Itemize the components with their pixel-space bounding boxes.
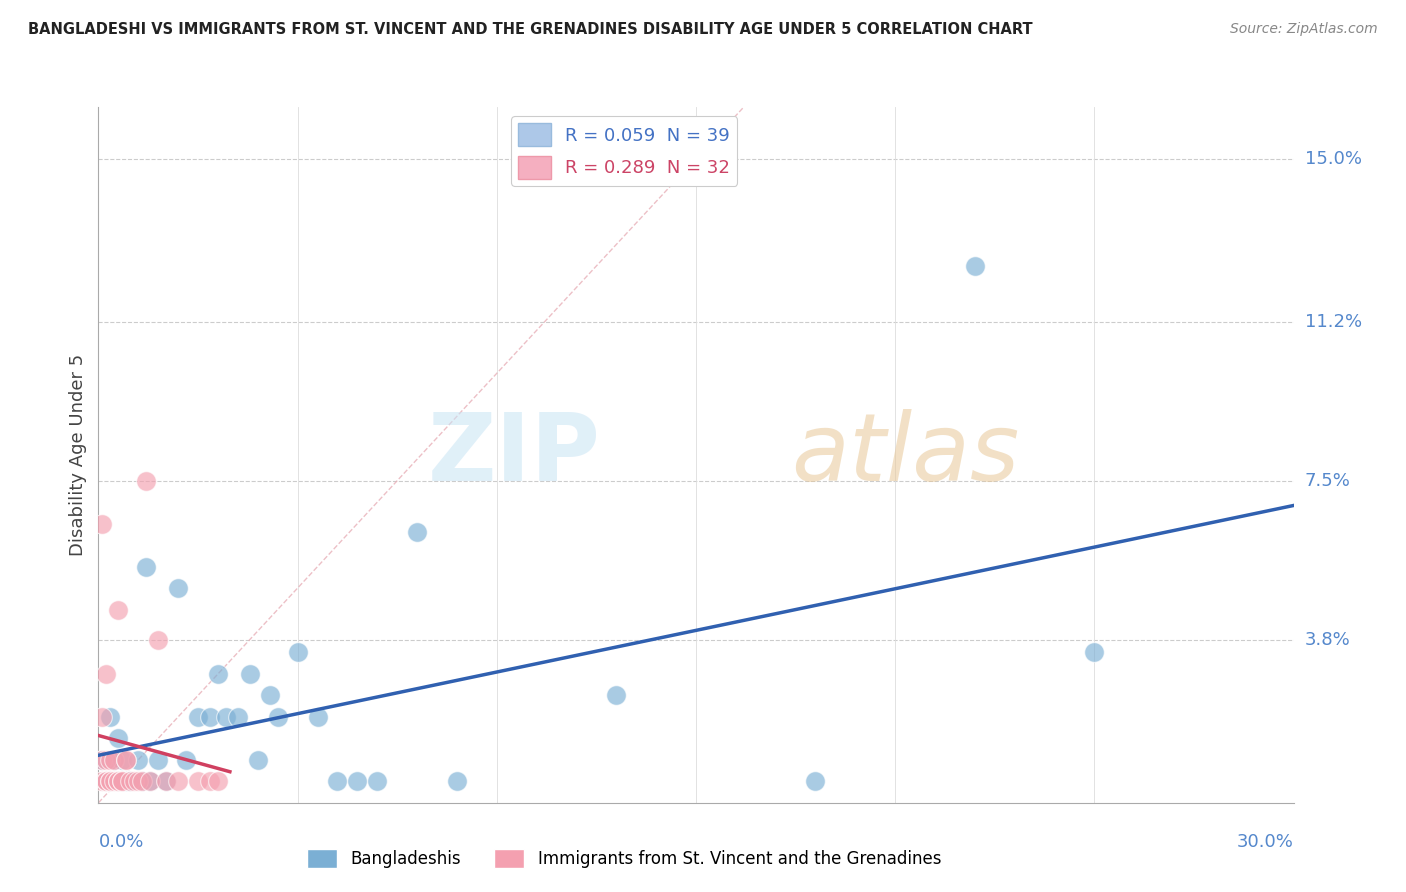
Text: atlas: atlas — [792, 409, 1019, 500]
Text: 3.8%: 3.8% — [1305, 631, 1350, 648]
Text: 7.5%: 7.5% — [1305, 472, 1351, 490]
Point — [198, 774, 221, 789]
Point — [107, 774, 129, 789]
Point — [115, 753, 138, 767]
Text: 0.0%: 0.0% — [98, 833, 143, 851]
Point — [111, 774, 134, 789]
Point — [120, 774, 142, 789]
Point — [103, 753, 125, 767]
Point — [139, 774, 162, 789]
Point — [96, 774, 118, 789]
Point — [1083, 645, 1105, 659]
Point — [804, 774, 827, 789]
Point — [91, 710, 114, 724]
Point — [148, 753, 170, 767]
Point — [107, 774, 129, 789]
Point — [107, 774, 129, 789]
Point — [115, 774, 138, 789]
Point — [91, 753, 114, 767]
Point — [155, 774, 177, 789]
Point — [326, 774, 349, 789]
Text: 11.2%: 11.2% — [1305, 313, 1362, 331]
Point — [98, 774, 122, 789]
Point — [96, 774, 118, 789]
Point — [139, 774, 162, 789]
Point — [131, 774, 153, 789]
Point — [148, 632, 170, 647]
Point — [215, 710, 238, 724]
Point — [366, 774, 388, 789]
Point — [96, 774, 118, 789]
Point — [131, 774, 153, 789]
Y-axis label: Disability Age Under 5: Disability Age Under 5 — [69, 354, 87, 556]
Text: 15.0%: 15.0% — [1305, 150, 1361, 168]
Text: ZIP: ZIP — [427, 409, 600, 501]
Text: Source: ZipAtlas.com: Source: ZipAtlas.com — [1230, 22, 1378, 37]
Point — [103, 753, 125, 767]
Point — [103, 774, 125, 789]
Point — [98, 753, 122, 767]
Point — [96, 667, 118, 681]
Point — [124, 774, 146, 789]
Point — [127, 753, 149, 767]
Point — [91, 753, 114, 767]
Point — [127, 774, 149, 789]
Point — [120, 774, 142, 789]
Point — [155, 774, 177, 789]
Point — [167, 774, 190, 789]
Point — [605, 689, 627, 703]
Point — [135, 559, 157, 574]
Point — [135, 474, 157, 488]
Point — [111, 753, 134, 767]
Point — [259, 689, 281, 703]
Point — [187, 710, 209, 724]
Point — [287, 645, 309, 659]
Text: 30.0%: 30.0% — [1237, 833, 1294, 851]
Point — [246, 753, 269, 767]
Point — [207, 774, 229, 789]
Legend: Bangladeshis, Immigrants from St. Vincent and the Grenadines: Bangladeshis, Immigrants from St. Vincen… — [301, 842, 948, 874]
Point — [167, 581, 190, 595]
Text: BANGLADESHI VS IMMIGRANTS FROM ST. VINCENT AND THE GRENADINES DISABILITY AGE UND: BANGLADESHI VS IMMIGRANTS FROM ST. VINCE… — [28, 22, 1033, 37]
Point — [98, 710, 122, 724]
Point — [107, 731, 129, 746]
Point — [174, 753, 197, 767]
Point — [187, 774, 209, 789]
Point — [96, 753, 118, 767]
Point — [207, 667, 229, 681]
Point — [346, 774, 368, 789]
Point — [406, 525, 429, 540]
Point — [267, 710, 290, 724]
Point — [446, 774, 468, 789]
Point — [115, 753, 138, 767]
Point — [963, 259, 986, 273]
Point — [307, 710, 329, 724]
Point — [111, 774, 134, 789]
Point — [111, 774, 134, 789]
Point — [226, 710, 249, 724]
Point — [98, 774, 122, 789]
Point — [198, 710, 221, 724]
Point — [98, 774, 122, 789]
Point — [91, 774, 114, 789]
Point — [91, 516, 114, 531]
Point — [239, 667, 262, 681]
Point — [107, 602, 129, 616]
